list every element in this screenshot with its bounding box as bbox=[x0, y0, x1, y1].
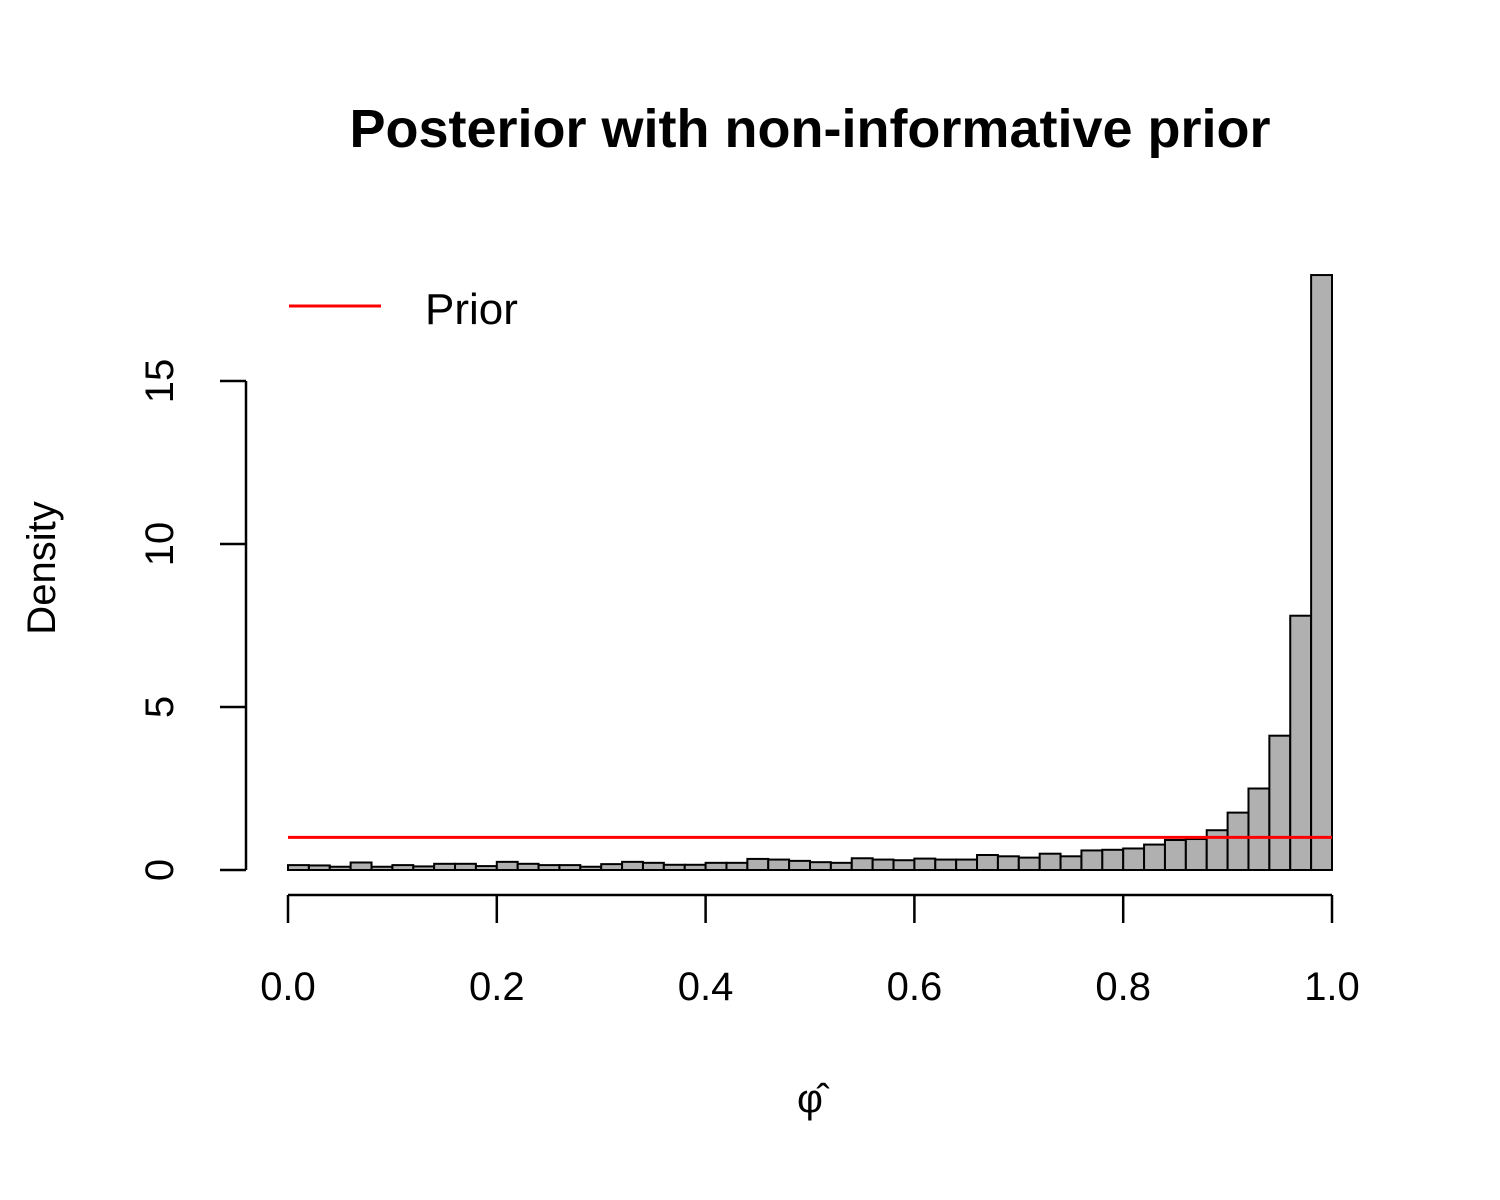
histogram-bar bbox=[1101, 848, 1125, 871]
y-axis-label: Density bbox=[20, 501, 64, 634]
x-tick-label: 0.8 bbox=[1095, 965, 1151, 1009]
histogram-bar bbox=[683, 863, 707, 872]
histogram-bar bbox=[516, 862, 540, 871]
legend: Prior bbox=[289, 285, 518, 334]
legend-label-prior: Prior bbox=[425, 285, 518, 334]
histogram-bar bbox=[829, 861, 853, 872]
x-tick-label: 1.0 bbox=[1304, 965, 1360, 1009]
y-tick-label: 10 bbox=[138, 522, 182, 567]
histogram-bar bbox=[495, 860, 519, 871]
histogram-bar bbox=[767, 858, 791, 872]
x-axis-label: φ̂ bbox=[797, 1077, 830, 1121]
histogram-bar bbox=[934, 858, 958, 872]
x-tick-label: 0.4 bbox=[678, 965, 734, 1009]
histogram-bar bbox=[621, 860, 644, 871]
histogram-bar bbox=[454, 862, 477, 871]
histogram-bar bbox=[1247, 787, 1271, 871]
histogram-bar bbox=[537, 864, 561, 871]
histogram-bar bbox=[1268, 734, 1292, 871]
histogram-bar bbox=[1080, 849, 1104, 872]
x-tick-label: 0.2 bbox=[469, 965, 525, 1009]
histogram-bar bbox=[788, 859, 811, 871]
histogram-bar bbox=[600, 863, 624, 872]
histogram-bar bbox=[1310, 274, 1333, 871]
histogram-bar bbox=[1184, 838, 1208, 872]
y-tick-label: 5 bbox=[138, 696, 182, 718]
histogram-bar bbox=[349, 861, 373, 871]
histogram-bars bbox=[287, 274, 1333, 872]
x-axis-label-text: φ̂ bbox=[797, 1077, 830, 1121]
histogram-bar bbox=[1143, 843, 1166, 872]
histogram-bar bbox=[1163, 839, 1187, 872]
histogram-bar bbox=[725, 861, 749, 872]
histogram-bar bbox=[287, 864, 310, 871]
x-tick-label: 0.6 bbox=[887, 965, 943, 1009]
histogram-bar bbox=[641, 861, 665, 872]
histogram-bar bbox=[662, 863, 686, 872]
histogram-bar bbox=[558, 864, 582, 871]
histogram-bar bbox=[996, 855, 1020, 871]
histogram-bar bbox=[704, 861, 728, 872]
histogram-bar bbox=[579, 865, 603, 871]
x-axis: 0.0 0.2 0.4 0.6 0.8 1.0 bbox=[260, 893, 1360, 1009]
histogram-bar bbox=[850, 857, 874, 872]
histogram-bar bbox=[474, 865, 498, 872]
y-tick-label: 0 bbox=[138, 859, 182, 881]
histogram-bar bbox=[871, 858, 895, 872]
histogram-bar bbox=[433, 862, 457, 871]
histogram-bar bbox=[412, 865, 436, 871]
histogram-bar bbox=[955, 858, 979, 872]
histogram-bar bbox=[976, 854, 999, 871]
histogram-bar bbox=[307, 864, 331, 872]
histogram-bar bbox=[1226, 811, 1250, 871]
histogram-bar bbox=[1017, 856, 1041, 871]
histogram-bar bbox=[913, 857, 937, 872]
histogram-bar bbox=[328, 865, 352, 871]
histogram-bar bbox=[1038, 852, 1062, 872]
histogram-bar bbox=[1122, 847, 1146, 871]
histogram-bar bbox=[809, 861, 832, 871]
histogram-bar bbox=[370, 865, 394, 871]
histogram-bar bbox=[746, 857, 770, 871]
histogram-bar bbox=[1059, 855, 1083, 871]
y-axis: 0 5 10 15 bbox=[138, 359, 248, 881]
histogram-bar bbox=[1289, 614, 1313, 871]
histogram-bar bbox=[391, 864, 415, 871]
y-tick-label: 15 bbox=[138, 359, 182, 404]
chart-title: Posterior with non-informative prior bbox=[349, 99, 1270, 159]
x-tick-label: 0.0 bbox=[260, 965, 316, 1009]
histogram-bar bbox=[892, 859, 916, 871]
